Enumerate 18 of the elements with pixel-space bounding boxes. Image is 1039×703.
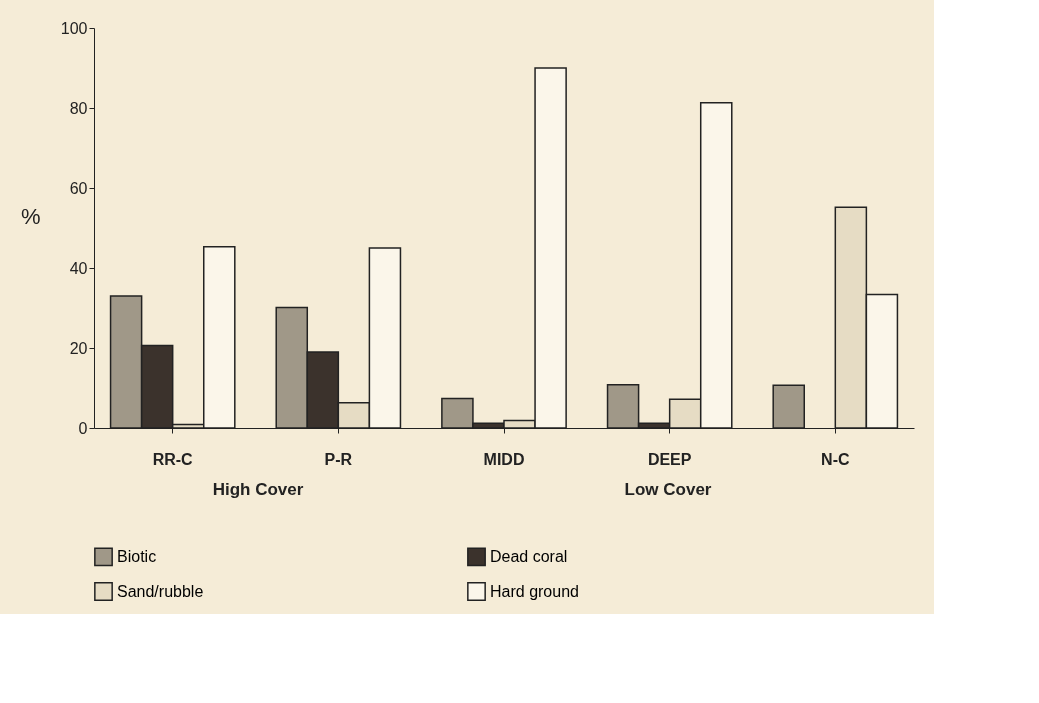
legend-label: Sand/rubble bbox=[117, 582, 204, 600]
y-tick-label: 0 bbox=[78, 419, 88, 437]
legend-label: Hard ground bbox=[490, 582, 579, 600]
x-tick-label: RR-C bbox=[152, 450, 194, 468]
x-tick-label: MIDD bbox=[483, 450, 525, 468]
y-tick-label: 60 bbox=[69, 179, 88, 197]
text: Low Cover bbox=[624, 480, 712, 499]
text: High Cover bbox=[212, 480, 304, 499]
x-tick-label: N-C bbox=[821, 450, 850, 468]
y-axis-title: % bbox=[21, 203, 41, 229]
y-tick-label: 40 bbox=[69, 259, 88, 277]
y-tick-label: 80 bbox=[69, 99, 88, 117]
x-tick-label: P-R bbox=[324, 450, 353, 468]
y-tick-label: 20 bbox=[69, 339, 88, 357]
legend-label: Dead coral bbox=[490, 547, 568, 565]
y-tick-label: 100 bbox=[60, 19, 88, 37]
x-tick-label: DEEP bbox=[647, 450, 692, 468]
legend-label: Biotic bbox=[117, 547, 157, 565]
